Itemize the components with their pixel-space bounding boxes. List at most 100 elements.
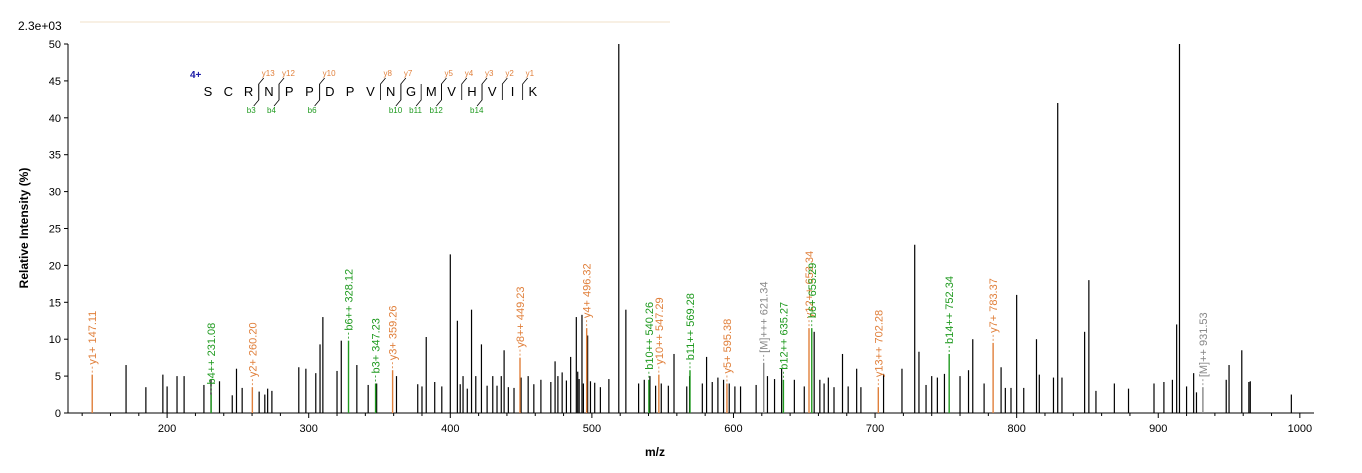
b-ion-label: b6 — [308, 106, 317, 115]
annotated-peak-label: y12++ 653.34 — [804, 251, 816, 318]
y-tick-label: 35 — [49, 150, 61, 162]
annotated-peak-label: b6++ 328.12 — [344, 269, 356, 331]
annotated-peak-label: b4++ 231.08 — [206, 323, 218, 385]
y-axis-title: Relative Intensity (%) — [17, 168, 31, 289]
y-ion-mark — [522, 77, 528, 100]
y-ion-mark — [380, 77, 386, 100]
residue: D — [325, 84, 334, 99]
x-axis: 200 300 400 500 600 700 800 900 1000 — [68, 412, 1314, 435]
residue: S — [204, 84, 213, 99]
y-ion-label: y7 — [404, 69, 413, 78]
residue: N — [386, 84, 395, 99]
residue: P — [305, 84, 314, 99]
y-tick-label: 50 — [49, 39, 61, 51]
charge-state: 4+ — [190, 70, 202, 81]
y-ion-label: y3 — [485, 69, 494, 78]
b-ion-mark — [395, 84, 402, 107]
y-ion-label: y8 — [384, 69, 393, 78]
b-ion-label: b4 — [267, 106, 276, 115]
annotated-peak-label: y8++ 449.23 — [515, 286, 527, 347]
annotated-peak-label: y1+ 147.11 — [87, 311, 99, 365]
residue: P — [285, 84, 294, 99]
x-tick-label: 400 — [441, 423, 459, 435]
annotated-peak-label: b10++ 540.26 — [644, 302, 656, 370]
x-tick-label: 900 — [1149, 423, 1167, 435]
annotated-peak-label: y5+ 595.38 — [722, 319, 734, 374]
y-tick-label: 30 — [49, 187, 61, 199]
x-tick-label: 300 — [300, 423, 318, 435]
y-ion-label: y12 — [282, 69, 295, 78]
y-tick-label: 5 — [55, 371, 61, 383]
x-axis-title: m/z — [645, 445, 665, 459]
residue: V — [366, 84, 375, 99]
x-tick-label: 200 — [158, 423, 176, 435]
b-ion-label: b12 — [429, 106, 443, 115]
max-intensity-label: 2.3e+03 — [18, 19, 62, 33]
y-tick-label: 40 — [49, 113, 61, 125]
y-axis: 0 5 10 15 20 25 30 35 40 45 50 — [49, 39, 69, 420]
y-ion-label: y2 — [505, 69, 514, 78]
y-ion-mark — [278, 77, 285, 100]
b-ion-mark — [253, 84, 260, 107]
annotated-peak-label: y2+ 260.20 — [247, 322, 259, 377]
x-tick-label: 600 — [724, 423, 742, 435]
residue: R — [244, 84, 253, 99]
annotated-peak-label: [M]++ 931.53 — [1198, 312, 1210, 377]
b-ion-label: b3 — [247, 106, 256, 115]
y-tick-label: 10 — [49, 334, 61, 346]
b-ion-mark — [415, 84, 422, 107]
residue: V — [488, 84, 497, 99]
residue: K — [528, 84, 537, 99]
x-tick-label: 500 — [583, 423, 601, 435]
y-ion-label: y5 — [444, 69, 453, 78]
annotated-peak-label: y4+ 496.32 — [582, 263, 594, 318]
annotated-peak-label: y3+ 359.26 — [388, 305, 400, 360]
y-tick-label: 20 — [49, 260, 61, 272]
y-ion-label: y4 — [465, 69, 474, 78]
annotated-peak-label: [M]+++ 621.34 — [759, 282, 771, 353]
b-ion-label: b11 — [409, 106, 422, 115]
y-ion-mark — [319, 77, 325, 100]
y-ion-mark — [258, 77, 265, 100]
annotated-peak-label: b14++ 752.34 — [944, 276, 956, 344]
residue: I — [511, 84, 515, 99]
annotated-peak-label: y10++ 547.29 — [654, 297, 666, 364]
x-tick-label: 800 — [1007, 423, 1025, 435]
residue: H — [467, 84, 476, 99]
residue: G — [406, 84, 416, 99]
residue: V — [447, 84, 456, 99]
residue: C — [224, 84, 233, 99]
y-ion-label: y10 — [323, 69, 336, 78]
y-ion-mark — [481, 77, 488, 100]
annotated-peak-label: b6+ 655.29 — [807, 263, 819, 318]
b-ion-mark — [476, 84, 483, 107]
peak-bars — [125, 44, 1292, 413]
b-ion-label: b14 — [470, 106, 484, 115]
annotated-peak-label: b12++ 635.27 — [778, 302, 790, 370]
annotated-peak-label: y13++ 702.28 — [873, 310, 885, 377]
y-ion-label: y13 — [262, 69, 275, 78]
annotated-peak-label: b11++ 569.28 — [685, 293, 697, 360]
y-ion-mark — [461, 77, 468, 100]
x-tick-label: 700 — [866, 423, 884, 435]
b-ion-mark — [314, 84, 321, 107]
y-tick-label: 45 — [49, 76, 61, 88]
b-ion-label: b10 — [389, 106, 403, 115]
y-ion-mark — [501, 77, 508, 100]
y-ion-mark — [441, 77, 447, 100]
y-tick-label: 25 — [49, 224, 61, 236]
b-ion-mark — [436, 84, 442, 107]
residue: N — [264, 84, 273, 99]
y-tick-label: 15 — [49, 297, 61, 309]
b-ion-mark — [273, 84, 280, 107]
annotated-peak-label: b3+ 347.23 — [371, 318, 383, 373]
x-tick-label: 1000 — [1288, 423, 1312, 435]
residue: M — [426, 84, 437, 99]
annotated-peaks: y1+ 147.11 b4++ 231.08 y2+ 260.20 b6++ 328.… — [87, 251, 1210, 413]
annotated-peak-label: y7+ 783.37 — [988, 278, 1000, 333]
residue: P — [346, 84, 355, 99]
y-ion-label: y1 — [526, 69, 535, 78]
y-tick-label: 0 — [55, 408, 61, 420]
